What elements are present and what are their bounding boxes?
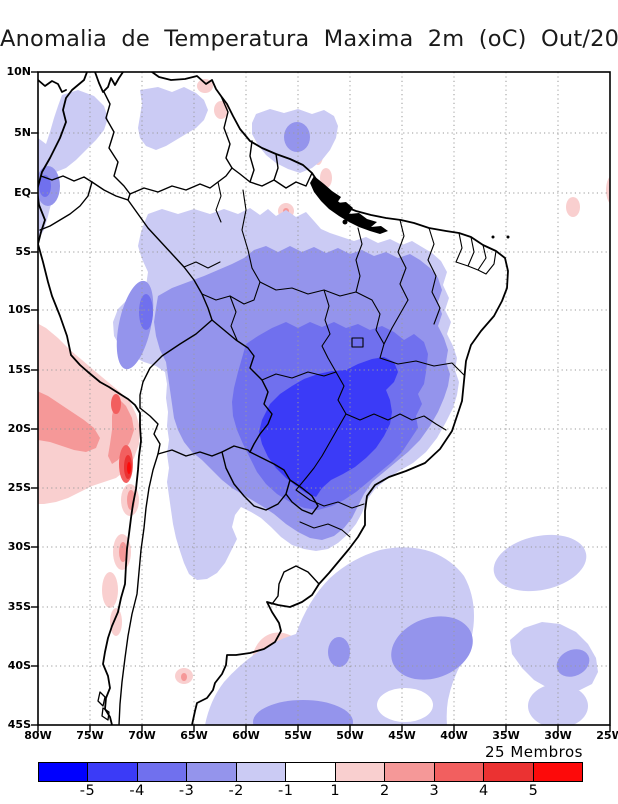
anomaly-region-neg1 — [493, 534, 587, 592]
anomaly-region-pos2 — [119, 542, 127, 562]
anomaly-region-neg3 — [39, 175, 51, 197]
island-dots — [491, 235, 510, 239]
lat-tick-label-45S: 45S — [7, 718, 31, 731]
colorbar-segment-4 — [236, 763, 287, 781]
lon-tick-label-75W: 75W — [76, 729, 104, 742]
lon-tick-label-30W: 30W — [544, 729, 572, 742]
colorbar-tick-label-3: 3 — [429, 783, 440, 799]
colorbar-tick-label--3: -3 — [178, 783, 195, 799]
colorbar-tick-label--5: -5 — [79, 783, 96, 799]
anomaly-region-neg2 — [391, 616, 473, 680]
lat-tick-label-EQ: EQ — [14, 186, 31, 199]
colorbar-segment-7 — [385, 763, 435, 781]
colorbar-segment-2 — [137, 763, 188, 781]
lat-tick-label-35S: 35S — [7, 600, 31, 613]
colorbar-tick-label-5: 5 — [528, 783, 539, 799]
anomaly-region-zero — [377, 688, 433, 722]
page-title: Anomalia de Temperatura Maxima 2m (oC) O… — [0, 26, 618, 52]
colorbar-segment-8 — [434, 763, 485, 781]
colorbar-segment-10 — [533, 763, 582, 781]
anomaly-region-pos2 — [108, 398, 134, 464]
lon-tick-label-65W: 65W — [180, 729, 208, 742]
ensemble-members-annotation: 25 Membros — [485, 743, 583, 761]
graticule-grid — [38, 72, 610, 725]
lat-tick-label-30S: 30S — [7, 540, 31, 553]
colorbar-segment-0 — [39, 763, 89, 781]
anomaly-region-neg2 — [284, 122, 310, 152]
lat-tick-label-10N: 10N — [6, 65, 31, 78]
lat-tick-label-20S: 20S — [7, 422, 31, 435]
colorbar-tick-label--1: -1 — [277, 783, 294, 799]
lon-tick-label-25W: 25W — [596, 729, 618, 742]
lat-tick-label-25S: 25S — [7, 481, 31, 494]
colorbar-tick-label--4: -4 — [129, 783, 145, 799]
lon-tick-label-40W: 40W — [440, 729, 468, 742]
colorbar — [38, 762, 583, 782]
anomaly-region-pos1 — [606, 176, 610, 204]
anomaly-region-pos2 — [38, 391, 100, 452]
lon-tick-label-35W: 35W — [492, 729, 520, 742]
anomaly-region-pos2 — [181, 673, 187, 681]
colorbar-tick-labels: -5 -4 -3 -2 -1 1 2 3 4 5 — [38, 783, 583, 800]
anomaly-region-neg2 — [328, 637, 350, 667]
plot-frame — [37, 71, 611, 726]
colorbar-tick-label--2: -2 — [228, 783, 244, 799]
lon-tick-label-55W: 55W — [284, 729, 312, 742]
anomaly-region-neg1 — [44, 90, 108, 172]
lat-tick-label-15S: 15S — [7, 363, 31, 376]
anomaly-region-neg1 — [138, 87, 208, 150]
anomaly-region-pos1 — [320, 168, 332, 188]
anomaly-region-neg2 — [253, 700, 353, 725]
anomaly-region-pos3 — [111, 394, 121, 414]
axis-ticks — [31, 71, 611, 732]
colorbar-segment-3 — [187, 763, 237, 781]
anomaly-region-pos5 — [127, 462, 131, 474]
lat-tick-label-5S: 5S — [15, 245, 31, 258]
country-borders — [39, 91, 320, 725]
coastline — [38, 72, 509, 725]
anomaly-region-neg2 — [556, 649, 590, 677]
lat-tick-label-10S: 10S — [7, 303, 31, 316]
lon-tick-label-70W: 70W — [128, 729, 156, 742]
colorbar-segment-6 — [335, 763, 386, 781]
anomaly-region-neg1 — [528, 684, 588, 725]
colorbar-tick-label-2: 2 — [379, 783, 390, 799]
colorbar-segment-5 — [286, 763, 336, 781]
colorbar-segment-9 — [484, 763, 534, 781]
lon-tick-label-45W: 45W — [388, 729, 416, 742]
anomaly-region-pos1 — [566, 197, 580, 217]
colorbar-segment-1 — [88, 763, 138, 781]
anomaly-region-neg3 — [139, 294, 153, 330]
anomaly-region-pos1 — [110, 608, 122, 636]
anomaly-region-neg1 — [205, 547, 474, 725]
colorbar-tick-label-4: 4 — [479, 783, 489, 799]
colorbar-tick-label-1: 1 — [330, 783, 341, 799]
amazon-delta-islands — [310, 176, 388, 234]
lat-tick-label-5N: 5N — [14, 126, 31, 139]
lon-tick-label-80W: 80W — [24, 729, 52, 742]
lat-tick-label-40S: 40S — [7, 659, 31, 672]
lon-tick-label-50W: 50W — [336, 729, 364, 742]
anomaly-region-pos1 — [102, 572, 118, 608]
lon-tick-label-60W: 60W — [232, 729, 260, 742]
state-borders — [183, 181, 497, 538]
anomaly-region-neg4 — [259, 357, 398, 497]
